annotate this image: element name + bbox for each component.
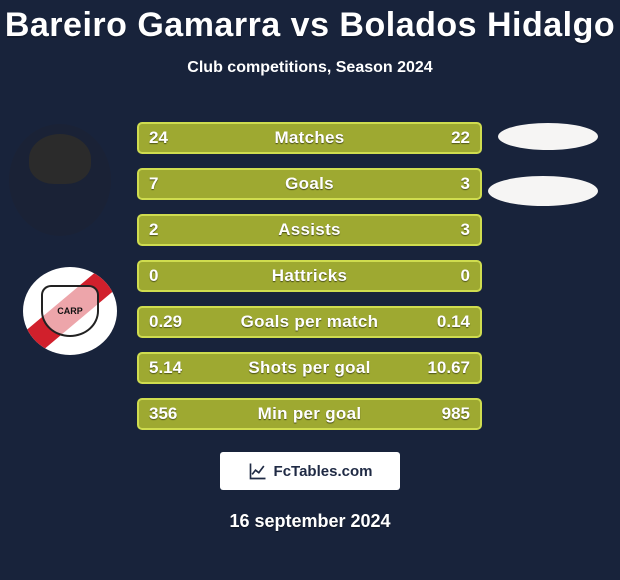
stat-row: 0Hattricks0 bbox=[137, 260, 482, 292]
chart-icon bbox=[248, 461, 268, 481]
stat-row: 356Min per goal985 bbox=[137, 398, 482, 430]
stat-row: 7Goals3 bbox=[137, 168, 482, 200]
stat-left-value: 356 bbox=[149, 404, 177, 424]
player-left-avatar bbox=[9, 124, 111, 236]
stat-rows: 24Matches227Goals32Assists30Hattricks00.… bbox=[137, 122, 482, 444]
stat-left-value: 0 bbox=[149, 266, 158, 286]
stat-label: Assists bbox=[139, 220, 480, 240]
stat-label: Hattricks bbox=[139, 266, 480, 286]
stat-left-value: 5.14 bbox=[149, 358, 182, 378]
stat-left-value: 0.29 bbox=[149, 312, 182, 332]
stat-label: Matches bbox=[139, 128, 480, 148]
stat-right-value: 0 bbox=[461, 266, 470, 286]
brand-tag: FcTables.com bbox=[220, 452, 400, 490]
page-title: Bareiro Gamarra vs Bolados Hidalgo bbox=[0, 0, 620, 45]
stat-right-value: 3 bbox=[461, 220, 470, 240]
stat-row: 24Matches22 bbox=[137, 122, 482, 154]
stat-row: 2Assists3 bbox=[137, 214, 482, 246]
stat-left-value: 2 bbox=[149, 220, 158, 240]
date-text: 16 september 2024 bbox=[0, 511, 620, 532]
stat-label: Goals per match bbox=[139, 312, 480, 332]
player-right-club-placeholder bbox=[488, 176, 598, 206]
player-left-club-badge: CARP bbox=[23, 267, 117, 355]
stat-right-value: 985 bbox=[442, 404, 470, 424]
stat-label: Goals bbox=[139, 174, 480, 194]
stat-label: Min per goal bbox=[139, 404, 480, 424]
player-right-avatar-placeholder bbox=[498, 123, 598, 150]
stat-right-value: 22 bbox=[451, 128, 470, 148]
stat-left-value: 7 bbox=[149, 174, 158, 194]
stat-left-value: 24 bbox=[149, 128, 168, 148]
brand-text: FcTables.com bbox=[274, 463, 373, 480]
subtitle: Club competitions, Season 2024 bbox=[0, 59, 620, 77]
stat-right-value: 10.67 bbox=[427, 358, 470, 378]
stat-row: 0.29Goals per match0.14 bbox=[137, 306, 482, 338]
stat-right-value: 3 bbox=[461, 174, 470, 194]
club-badge-text: CARP bbox=[41, 285, 99, 337]
stat-row: 5.14Shots per goal10.67 bbox=[137, 352, 482, 384]
stat-right-value: 0.14 bbox=[437, 312, 470, 332]
